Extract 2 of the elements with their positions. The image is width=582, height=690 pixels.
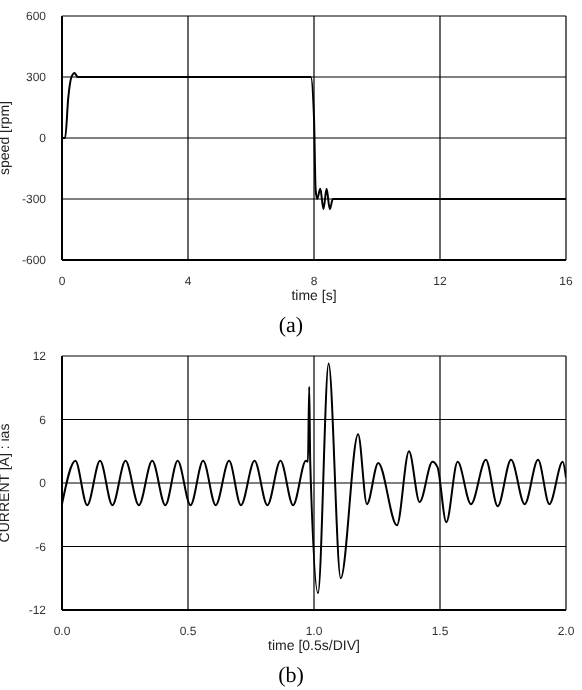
text: (a) [276,312,306,340]
text: (b) [276,662,306,690]
